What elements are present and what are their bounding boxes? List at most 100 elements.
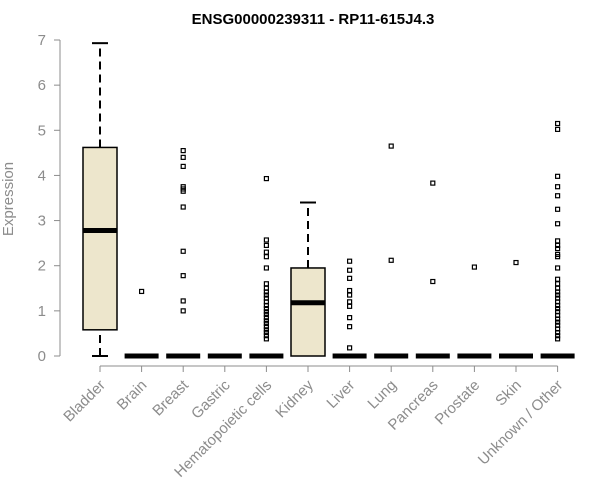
outlier-point (347, 324, 353, 330)
outlier-point (347, 299, 353, 305)
outlier-point (513, 259, 519, 266)
outlier-point (263, 242, 269, 248)
x-tick-label-bladder: Bladder (60, 377, 109, 426)
box-bladder (82, 42, 118, 357)
outlier-point (554, 319, 561, 325)
outlier-point (263, 175, 269, 182)
outlier-point (554, 173, 561, 179)
outlier-point (347, 287, 353, 294)
outlier-point (263, 254, 269, 260)
outlier-point (263, 309, 269, 315)
outlier-point (554, 276, 561, 282)
box-body (290, 267, 326, 357)
outlier-point (347, 275, 353, 281)
outlier-point (180, 308, 186, 314)
y-tick-label: 1 (38, 303, 46, 320)
outlier-point (263, 292, 269, 298)
outlier-point (263, 237, 269, 243)
x-tick-label-liver: Liver (323, 377, 358, 412)
x-tick-label-breast: Breast (149, 376, 192, 419)
outlier-point (554, 289, 561, 295)
y-tick-label: 5 (38, 122, 46, 139)
outlier-point (554, 120, 561, 127)
outlier-point (554, 193, 561, 199)
y-axis: 0 1 2 3 4 5 6 7 (38, 32, 61, 365)
outlier-point (263, 324, 269, 330)
outlier-point (180, 148, 186, 154)
outlier-point (263, 249, 269, 255)
outlier-point (554, 184, 561, 190)
y-tick-label: 6 (38, 77, 46, 94)
box-pancreas (415, 180, 450, 359)
outlier-point (554, 281, 561, 287)
outlier-point (554, 302, 561, 309)
y-tick-label: 3 (38, 213, 46, 230)
outlier-point (554, 245, 561, 252)
x-tick-label-brain: Brain (114, 377, 151, 414)
y-tick-label: 2 (38, 258, 46, 275)
outlier-point (388, 257, 394, 263)
outlier-point (180, 154, 186, 160)
outlier-point (180, 248, 186, 254)
outlier-point (263, 306, 269, 312)
outlier-point (263, 311, 269, 318)
outlier-point (554, 254, 561, 260)
outlier-point (180, 163, 186, 169)
outlier-point (263, 320, 269, 327)
chart-title: ENSG00000239311 - RP11-615J4.3 (192, 11, 435, 28)
box-breast (166, 148, 201, 359)
outlier-point (263, 302, 269, 309)
plot-area (82, 42, 575, 359)
y-axis-label: Expression (0, 162, 17, 236)
outlier-point (471, 264, 477, 270)
outlier-point (180, 204, 186, 210)
x-tick-label-prostate: Prostate (432, 377, 484, 429)
outlier-point (347, 315, 353, 321)
box-skin (499, 259, 533, 359)
outlier-point (554, 329, 561, 336)
outlier-point (263, 336, 269, 342)
box-kidney (290, 201, 326, 357)
box-brain (124, 288, 159, 359)
outlier-point (263, 265, 269, 271)
outlier-point (388, 143, 394, 149)
outlier-point (554, 206, 561, 212)
box-liver (332, 258, 367, 359)
outlier-point (554, 238, 561, 244)
outlier-point (554, 265, 561, 271)
outlier-point (263, 327, 269, 333)
x-tick-label-lung: Lung (364, 377, 400, 413)
outlier-point (263, 333, 269, 339)
outlier-point (430, 278, 436, 285)
outlier-point (430, 180, 436, 186)
outlier-point (263, 318, 269, 324)
outlier-point (347, 267, 353, 273)
outlier-point (347, 258, 353, 264)
outlier-point (554, 306, 561, 312)
box-body (82, 146, 118, 331)
outlier-point (554, 336, 561, 342)
outlier-point (180, 298, 186, 304)
outlier-point (347, 303, 353, 309)
outlier-point (554, 242, 561, 248)
box-hematopoietic-cells (249, 175, 284, 359)
outlier-point (347, 345, 353, 351)
outlier-point (554, 333, 561, 339)
y-tick-label: 0 (38, 348, 46, 365)
y-tick-label: 7 (38, 32, 46, 49)
outlier-point (263, 281, 269, 287)
y-tick-label: 4 (38, 167, 46, 184)
x-tick-label-kidney: Kidney (272, 376, 317, 421)
outlier-point (554, 292, 561, 298)
outlier-point (263, 289, 269, 295)
outlier-point (139, 288, 145, 295)
x-tick-label-skin: Skin (492, 377, 525, 410)
box-lung (374, 143, 409, 359)
outlier-point (554, 221, 561, 227)
outlier-point (180, 273, 186, 279)
outlier-point (180, 188, 186, 194)
outlier-point (263, 315, 269, 321)
outlier-point (347, 292, 353, 298)
